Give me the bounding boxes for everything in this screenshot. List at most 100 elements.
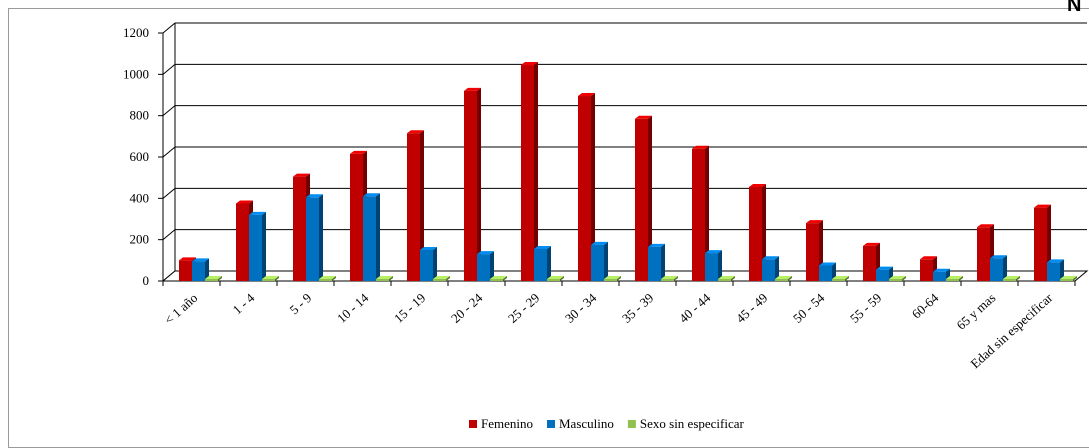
y-tick-label: 600 bbox=[130, 149, 150, 164]
bar-masculino bbox=[534, 245, 551, 281]
bar-sexo-sin-especificar-top bbox=[205, 276, 222, 279]
bar-masculino-top bbox=[534, 245, 551, 249]
legend-swatch bbox=[547, 420, 555, 428]
bar-femenino-top bbox=[1034, 204, 1051, 208]
bar-masculino-top bbox=[933, 268, 950, 272]
bar-sexo-sin-especificar-top bbox=[775, 276, 792, 279]
bar-masculino-side bbox=[376, 193, 380, 281]
bar-masculino-top bbox=[249, 211, 266, 215]
bar-masculino-front bbox=[933, 271, 946, 281]
bar-femenino-side bbox=[477, 87, 481, 281]
bar-sexo-sin-especificar bbox=[1060, 276, 1077, 281]
bar-sexo-sin-especificar bbox=[718, 276, 735, 281]
bar-masculino bbox=[363, 193, 380, 281]
bar-sexo-sin-especificar-front bbox=[775, 279, 788, 281]
bar-sexo-sin-especificar bbox=[946, 276, 963, 281]
bar-sexo-sin-especificar bbox=[832, 276, 849, 281]
bar-masculino-front bbox=[306, 197, 319, 281]
bar-sexo-sin-especificar-top bbox=[1003, 276, 1020, 279]
bar-femenino-top bbox=[407, 130, 424, 134]
bar-femenino-top bbox=[863, 242, 880, 246]
bar-masculino-top bbox=[306, 194, 323, 198]
bar-femenino-side bbox=[762, 183, 766, 281]
bar-masculino-side bbox=[1060, 259, 1064, 281]
bar-femenino-side bbox=[591, 93, 595, 282]
bar-masculino bbox=[192, 258, 209, 281]
bar-sexo-sin-especificar-side bbox=[845, 276, 849, 281]
x-tick-labels: < 1 año 1 - 4 5 - 9 10 - 14 15 - 19 20 - 24 25… bbox=[161, 290, 1056, 372]
bar-masculino-front bbox=[192, 261, 205, 281]
bar-masculino bbox=[762, 256, 779, 281]
bar-sexo-sin-especificar-side bbox=[332, 276, 336, 281]
legend-swatch bbox=[627, 420, 636, 428]
bar-femenino-front bbox=[977, 227, 990, 281]
x-tick-label: 50 - 54 bbox=[790, 290, 828, 326]
bar-femenino-top bbox=[920, 256, 937, 260]
bar-masculino-side bbox=[775, 256, 779, 281]
bars bbox=[179, 62, 1077, 282]
y-tick-label: 1200 bbox=[123, 25, 149, 40]
bar-femenino bbox=[578, 93, 595, 282]
bar-masculino bbox=[477, 251, 494, 281]
bar-masculino-front bbox=[819, 265, 832, 281]
bar-sexo-sin-especificar-side bbox=[959, 276, 963, 281]
x-tick-label: < 1 año bbox=[161, 290, 200, 327]
bar-sexo-sin-especificar-side bbox=[446, 276, 450, 281]
x-tick-label: 55 - 59 bbox=[847, 290, 884, 326]
bar-femenino-top bbox=[578, 93, 595, 97]
bar-sexo-sin-especificar-top bbox=[946, 276, 963, 279]
bar-sexo-sin-especificar-top bbox=[433, 276, 450, 279]
bar-sexo-sin-especificar-front bbox=[604, 279, 617, 281]
x-tick-label: 35 - 39 bbox=[619, 290, 656, 326]
bar-masculino bbox=[420, 247, 437, 281]
bar-masculino-top bbox=[648, 243, 665, 247]
bar-masculino-side bbox=[547, 245, 551, 281]
bar-masculino bbox=[1047, 259, 1064, 281]
gridline-side bbox=[162, 63, 176, 75]
bar-sexo-sin-especificar bbox=[319, 276, 336, 281]
x-tick-label: 25 - 29 bbox=[505, 290, 542, 326]
bar-femenino bbox=[464, 87, 481, 281]
bar-masculino-front bbox=[363, 196, 376, 281]
legend-label: Masculino bbox=[559, 416, 614, 431]
bar-sexo-sin-especificar-side bbox=[902, 276, 906, 281]
bar-masculino-top bbox=[705, 250, 722, 254]
bar-masculino-top bbox=[591, 241, 608, 245]
bar-masculino-side bbox=[262, 211, 266, 281]
bar-femenino bbox=[692, 145, 709, 281]
x-tick-label: 30 - 34 bbox=[562, 290, 600, 326]
bar-masculino-top bbox=[819, 262, 836, 266]
bar-masculino-front bbox=[420, 250, 433, 281]
bar-masculino bbox=[705, 250, 722, 281]
bar-femenino-top bbox=[806, 220, 823, 224]
bar-femenino-top bbox=[692, 145, 709, 149]
bar-masculino-front bbox=[477, 254, 490, 281]
bar-femenino bbox=[749, 183, 766, 281]
bar-femenino-front bbox=[179, 260, 192, 281]
bar-femenino-side bbox=[648, 115, 652, 282]
bar-femenino-front bbox=[521, 65, 534, 282]
bar-femenino-side bbox=[534, 62, 538, 282]
bar-femenino-side bbox=[420, 130, 424, 281]
legend-swatch bbox=[469, 420, 477, 428]
bar-masculino-front bbox=[876, 269, 889, 281]
corner-text: N bbox=[1067, 0, 1082, 16]
bar-masculino-side bbox=[205, 258, 209, 281]
bar-masculino-front bbox=[534, 248, 547, 281]
bar-sexo-sin-especificar bbox=[262, 276, 279, 281]
bar-masculino bbox=[249, 211, 266, 281]
bar-masculino-front bbox=[249, 214, 262, 281]
bar-sexo-sin-especificar-side bbox=[218, 276, 222, 281]
bar-femenino bbox=[521, 62, 538, 282]
bar-sexo-sin-especificar-front bbox=[433, 279, 446, 281]
bar-sexo-sin-especificar-side bbox=[560, 276, 564, 281]
bar-femenino-top bbox=[236, 200, 253, 204]
legend-label: Sexo sin especificar bbox=[640, 416, 745, 431]
x-tick-label: 40 - 44 bbox=[676, 290, 714, 326]
bar-femenino-front bbox=[863, 245, 876, 281]
bar-masculino-front bbox=[1047, 262, 1060, 281]
bar-masculino-side bbox=[661, 243, 665, 281]
bar-sexo-sin-especificar-front bbox=[490, 279, 503, 281]
bar-femenino-top bbox=[635, 115, 652, 119]
bar-femenino-front bbox=[692, 148, 705, 281]
